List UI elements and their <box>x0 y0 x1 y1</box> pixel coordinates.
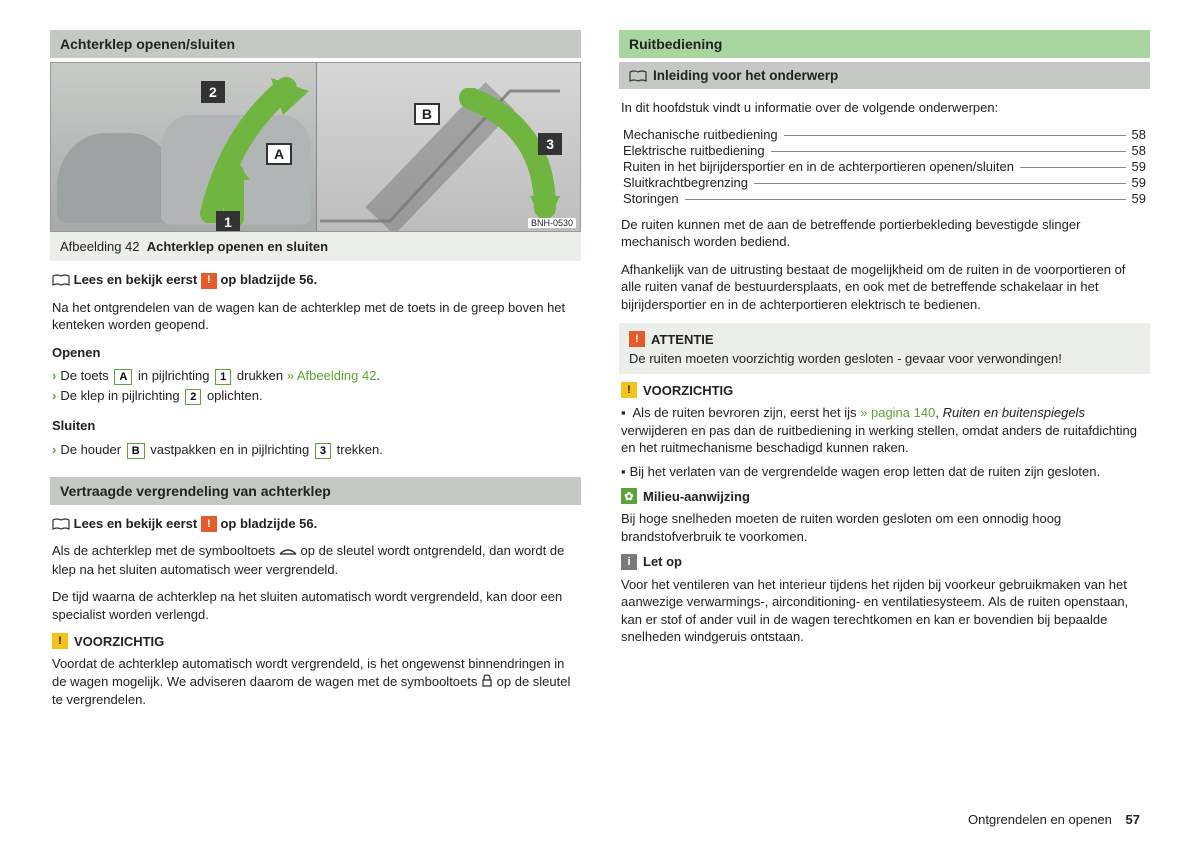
toc-row: Sluitkrachtbegrenzing59 <box>623 175 1146 190</box>
right-intro: In dit hoofdstuk vindt u informatie over… <box>621 99 1148 117</box>
para-delayed-1: Als de achterklep met de symbooltoets op… <box>52 542 579 578</box>
letop-title: i Let op <box>621 554 1148 570</box>
openen-heading: Openen <box>52 344 579 362</box>
letop-body: Voor het ventileren van het interieur ti… <box>621 576 1148 646</box>
caution-icon: ! <box>621 382 637 398</box>
right-p2: De ruiten kunnen met de aan de betreffen… <box>621 216 1148 251</box>
right-heading-1: Ruitbediening <box>619 30 1150 58</box>
book-icon <box>52 271 70 289</box>
milieu-body: Bij hoge snelheden moeten de ruiten word… <box>621 510 1148 545</box>
toc-row: Ruiten in het bijrijdersportier en in de… <box>623 159 1146 174</box>
para-open-desc: Na het ontgrendelen van de wagen kan de … <box>52 299 579 334</box>
right-subhead: Inleiding voor het onderwerp <box>619 62 1150 89</box>
callout-B: B <box>414 103 440 125</box>
caution-icon: ! <box>52 633 68 649</box>
lock-icon <box>481 674 493 692</box>
read-first-line-2: Lees en bekijk eerst ! op bladzijde 56. <box>52 515 579 533</box>
figure-code: BNH-0530 <box>528 218 576 228</box>
left-heading-1: Achterklep openen/sluiten <box>50 30 581 58</box>
warning-icon: ! <box>201 516 217 532</box>
caption-text: Achterklep openen en sluiten <box>147 239 328 254</box>
warning-icon: ! <box>629 331 645 347</box>
toc-list: Mechanische ruitbediening58Elektrische r… <box>621 127 1148 206</box>
toc-row: Elektrische ruitbediening58 <box>623 143 1146 158</box>
figure-caption: Afbeelding 42 Achterklep openen en sluit… <box>50 232 581 261</box>
openen-bullet-2: › De klep in pijlrichting 2 oplichten. <box>52 387 579 405</box>
sluiten-bullet-1: › De houder B vastpakken en in pijlricht… <box>52 441 579 459</box>
vz-bullet-1: Als de ruiten bevroren zijn, eerst het i… <box>621 404 1148 457</box>
toc-row: Mechanische ruitbediening58 <box>623 127 1146 142</box>
left-column: Achterklep openen/sluiten A 1 2 <box>50 30 581 715</box>
toc-row: Storingen59 <box>623 191 1146 206</box>
footer-section: Ontgrendelen en openen <box>968 812 1112 827</box>
openen-bullet-1: › De toets A in pijlrichting 1 drukken »… <box>52 367 579 385</box>
figure-42: A 1 2 B 3 BNH-0530 <box>50 62 581 232</box>
para-delayed-2: De tijd waarna de achterklep na het slui… <box>52 588 579 623</box>
left-heading-2: Vertraagde vergrendeling van achterklep <box>50 477 581 505</box>
attentie-body: De ruiten moeten voorzichtig worden gesl… <box>629 351 1140 366</box>
vz-bullet-2: Bij het verlaten van de vergrendelde wag… <box>621 463 1148 481</box>
voorzichtig-body-left: Voordat de achterklep automatisch wordt … <box>52 655 579 708</box>
book-icon <box>629 68 647 83</box>
callout-2: 2 <box>201 81 225 103</box>
callout-3: 3 <box>538 133 562 155</box>
page-footer: Ontgrendelen en openen 57 <box>968 812 1140 827</box>
right-column: Ruitbediening Inleiding voor het onderwe… <box>619 30 1150 715</box>
sluiten-heading: Sluiten <box>52 417 579 435</box>
attentie-block: ! ATTENTIE De ruiten moeten voorzichtig … <box>619 323 1150 374</box>
voorzichtig-right: ! VOORZICHTIG <box>621 382 1148 398</box>
trunk-key-icon <box>279 543 297 561</box>
right-p3: Afhankelijk van de uitrusting bestaat de… <box>621 261 1148 314</box>
footer-page-number: 57 <box>1126 812 1140 827</box>
voorzichtig-left: ! VOORZICHTIG <box>52 633 579 649</box>
book-icon <box>52 515 70 533</box>
info-icon: i <box>621 554 637 570</box>
milieu-title: ✿ Milieu-aanwijzing <box>621 488 1148 504</box>
read-first-line: Lees en bekijk eerst ! op bladzijde 56. <box>52 271 579 289</box>
callout-A: A <box>266 143 292 165</box>
eco-icon: ✿ <box>621 488 637 504</box>
caption-prefix: Afbeelding 42 <box>60 239 140 254</box>
warning-icon: ! <box>201 273 217 289</box>
callout-1: 1 <box>216 211 240 232</box>
